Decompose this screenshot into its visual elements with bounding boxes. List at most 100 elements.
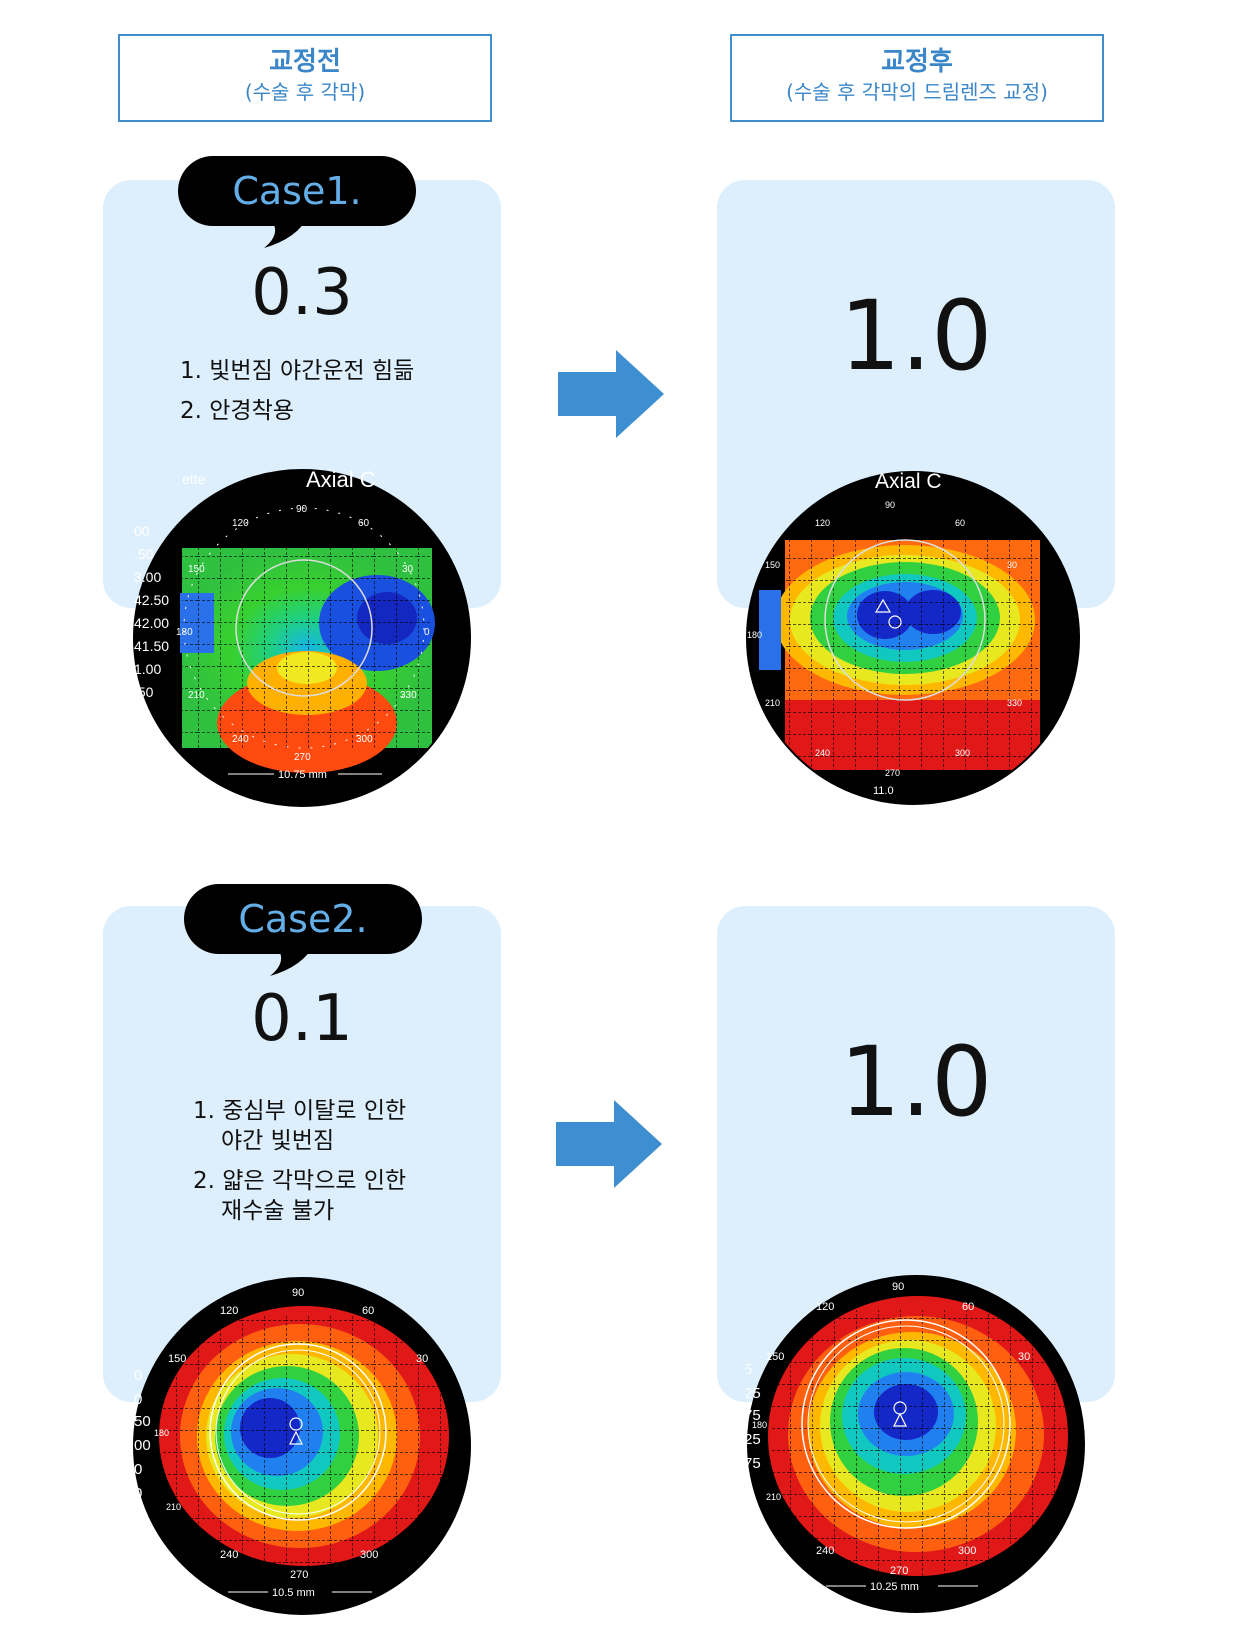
list-item: 1. 중심부 이탈로 인한 야간 빛번짐 [193, 1096, 406, 1156]
tick-label: 300 [955, 748, 970, 758]
case2-issue-list: 1. 중심부 이탈로 인한 야간 빛번짐 2. 얇은 각막으로 인한 재수술 불… [193, 1096, 406, 1236]
scale-label: .50 [134, 684, 154, 700]
case1-after-vision: 1.0 [839, 280, 993, 392]
list-item: 1. 빛번짐 야간운전 힘듦 [180, 356, 414, 386]
case2-item2-line1: 2. 얇은 각막으로 인한 [193, 1168, 407, 1194]
tick-label: 300 [356, 734, 373, 745]
tick-label: 300 [360, 1549, 378, 1561]
case2-label-bubble: Case2. [184, 884, 422, 954]
scale-label: 3.00 [134, 569, 161, 585]
scale-label: .50 [134, 546, 154, 562]
scale-label: 00 [134, 707, 150, 723]
case1-item1: 1. 빛번짐 야간운전 힘듦 [180, 358, 415, 384]
tick-label: 270 [294, 752, 311, 763]
tick-label: 240 [220, 1549, 238, 1561]
case2-before-vision: 0.1 [251, 982, 353, 1056]
tick-label: 120 [816, 1301, 834, 1313]
map-title: Axial C [875, 470, 942, 493]
tick-label: 60 [358, 518, 370, 529]
tick-label: 300 [958, 1545, 976, 1557]
scale-label: 25 [746, 1385, 761, 1402]
scale-label: 0 [134, 1367, 142, 1384]
case1-after-corneal-map: Axial C 90 120 60 150 30 180 210 330 240… [746, 470, 1080, 805]
tick-label: 180 [752, 1420, 767, 1430]
tick-label: 150 [765, 560, 780, 570]
tick-label: 120 [232, 518, 249, 529]
case2-after-vision: 1.0 [839, 1026, 993, 1138]
tick-label: 270 [290, 1569, 308, 1581]
case2-before-corneal-map: 90 120 60 150 30 180 210 240 300 270 0 0… [133, 1277, 471, 1615]
tick-label: 150 [188, 564, 205, 575]
tick-label: 330 [400, 690, 417, 701]
case1-arrow-icon [558, 350, 664, 438]
measure-label: 10.75 mm [278, 769, 327, 781]
scale-label: 0 [134, 1461, 142, 1478]
case2-item1-line1: 1. 중심부 이탈로 인한 [193, 1098, 407, 1124]
before-header: 교정전 (수술 후 각막) [118, 34, 492, 122]
scale-label: 5 [746, 1479, 752, 1496]
tick-label: 150 [168, 1353, 186, 1365]
tick-label: 210 [766, 1492, 781, 1502]
measure-label: 10.25 mm [870, 1581, 919, 1593]
scale-label: 42.50 [134, 592, 169, 608]
scale-label: 50 [134, 1413, 151, 1430]
tick-label: 150 [766, 1351, 784, 1363]
measure-label: 11.0 [873, 785, 894, 797]
case2-item1-line2: 야간 빛번짐 [221, 1128, 335, 1154]
case1-before-vision: 0.3 [251, 256, 353, 330]
map-title: Axial C [306, 468, 376, 492]
map-title-left: ette [182, 471, 206, 487]
tick-label: 60 [362, 1305, 374, 1317]
tick-label: 120 [815, 518, 830, 528]
after-header-subtitle: (수술 후 각막의 드림렌즈 교정) [786, 80, 1048, 104]
case1-label-bubble: Case1. [178, 156, 416, 226]
tick-label: 90 [292, 1287, 304, 1299]
after-header: 교정후 (수술 후 각막의 드림렌즈 교정) [730, 34, 1104, 122]
after-header-title: 교정후 [881, 47, 953, 77]
scale-label: 00 [134, 1437, 151, 1454]
before-header-title: 교정전 [269, 47, 341, 77]
tick-label: 30 [1007, 560, 1017, 570]
scale-label: 25 [746, 1431, 761, 1448]
case1-item2: 2. 안경착용 [180, 398, 294, 424]
tick-label: 90 [296, 504, 308, 515]
scale-label: 42.00 [134, 615, 169, 631]
scale-label: 5 [746, 1361, 752, 1378]
list-item: 2. 얇은 각막으로 인한 재수술 불가 [193, 1166, 406, 1226]
tick-label: 90 [892, 1281, 904, 1293]
case2-arrow-icon [556, 1100, 662, 1188]
tick-label: 180 [747, 630, 762, 640]
scale-label: 0 [134, 1391, 142, 1408]
tick-label: 120 [220, 1305, 238, 1317]
tick-label: 0 [424, 627, 430, 638]
tick-label: 90 [885, 500, 895, 510]
tick-label: 240 [815, 748, 830, 758]
tick-label: 330 [1007, 698, 1022, 708]
list-item: 2. 안경착용 [180, 396, 414, 426]
tick-label: 210 [765, 698, 780, 708]
tick-label: 240 [816, 1545, 834, 1557]
scale-label: 1.00 [134, 661, 161, 677]
case1-issue-list: 1. 빛번짐 야간운전 힘듦 2. 안경착용 [180, 356, 414, 436]
before-header-subtitle: (수술 후 각막) [244, 80, 366, 104]
scale-label: 75 [746, 1455, 761, 1472]
tick-label: 210 [188, 690, 205, 701]
tick-label: 30 [1018, 1351, 1030, 1363]
scale-label: 75 [746, 1407, 761, 1424]
scale-label: 0 [134, 1485, 142, 1502]
case1-before-corneal-map: ette Axial C 90 120 60 150 30 180 0 210 … [133, 468, 471, 807]
tick-label: 180 [176, 627, 193, 638]
case2-item2-line2: 재수술 불가 [221, 1198, 335, 1224]
measure-label: 10.5 mm [272, 1587, 315, 1599]
tick-label: 240 [232, 734, 249, 745]
tick-label: 210 [166, 1502, 181, 1512]
scale-label: 00 [134, 523, 150, 539]
tick-label: 270 [885, 768, 900, 778]
tick-label: 30 [416, 1353, 428, 1365]
tick-label: 60 [955, 518, 965, 528]
tick-label: 180 [154, 1428, 169, 1438]
tick-label: 270 [890, 1565, 908, 1577]
tick-label: 60 [962, 1301, 974, 1313]
tick-label: 30 [402, 564, 414, 575]
scale-label: 41.50 [134, 638, 169, 654]
